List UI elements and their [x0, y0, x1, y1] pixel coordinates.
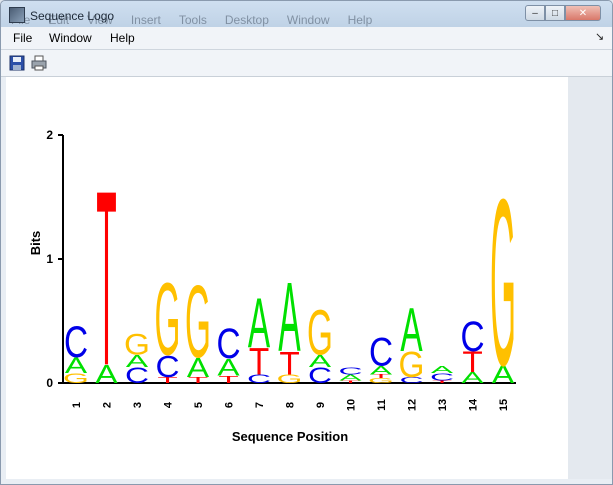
logo-letter-c: C	[399, 376, 423, 386]
x-tick-label: 6	[224, 402, 236, 408]
logo-letter-a: A	[187, 352, 210, 383]
x-tick-label: 1	[71, 402, 83, 408]
y-ticks: 0 1 2	[46, 128, 63, 390]
x-tick-label: 9	[315, 402, 327, 408]
x-tick-label: 7	[254, 402, 266, 408]
x-tick-label: 10	[346, 399, 358, 411]
logo-letter-t: T	[371, 373, 392, 379]
close-button[interactable]: ✕	[565, 5, 601, 21]
logo-letter-g: G	[490, 149, 516, 415]
sequence-logo-chart: Bits Sequence Position 012 1 2 3 4 5 6 7 8 9 10 11…	[28, 128, 516, 444]
ghost-menu-help: Help	[347, 13, 373, 27]
logo-letter-t: T	[188, 376, 209, 386]
y-axis-label: Bits	[28, 231, 43, 256]
logo-letter-g: G	[368, 377, 394, 385]
logo-letter-t: T	[218, 374, 238, 385]
logo-letter-g: G	[155, 263, 181, 377]
maximize-button[interactable]: □	[545, 5, 565, 21]
logo-letter-a: A	[400, 295, 423, 365]
menu-window[interactable]: Window	[49, 31, 92, 45]
logo-letter-g: G	[307, 297, 333, 368]
logo-letter-g: G	[124, 328, 150, 361]
logo-letter-c: C	[338, 366, 362, 377]
y-tick-label: 2	[46, 128, 53, 142]
ghost-menu-desktop: Desktop	[224, 13, 269, 27]
logo-letter-a: A	[309, 351, 332, 370]
logo-letter-a: A	[95, 360, 117, 389]
logo-letter-t: T	[96, 139, 116, 418]
logo-letter-c: C	[247, 372, 271, 385]
ghost-menu-tools: Tools	[178, 13, 207, 27]
x-tick-label: 5	[193, 402, 205, 408]
logo-letter-c: C	[155, 349, 179, 384]
title-bar[interactable]: FileEditViewInsertToolsDesktopWindowHelp…	[1, 1, 612, 27]
x-tick-label: 14	[468, 398, 480, 411]
minimize-button[interactable]: –	[525, 5, 545, 21]
logo-letter-t: T	[249, 340, 269, 382]
logo-letter-t: T	[279, 345, 299, 382]
menu-bar: File Window Help ↘	[1, 27, 612, 50]
logo-letter-c: C	[125, 363, 149, 388]
logo-letter-c: C	[430, 372, 454, 383]
app-icon	[9, 7, 25, 23]
logo-letter-c: C	[308, 363, 332, 388]
x-tick-label: 15	[498, 399, 510, 411]
x-tick-label: 12	[407, 399, 419, 411]
ghost-menu-bar: FileEditViewInsertToolsDesktopWindowHelp	[11, 13, 390, 27]
logo-letter-g: G	[277, 372, 303, 385]
logo-letter-g: G	[63, 371, 89, 386]
y-tick-label: 0	[46, 376, 53, 390]
menu-help[interactable]: Help	[110, 31, 135, 45]
ghost-menu-window: Window	[286, 13, 330, 27]
menu-file[interactable]: File	[13, 31, 33, 45]
x-tick-label: 8	[285, 402, 297, 408]
logo-letter-c: C	[460, 313, 484, 361]
logo-letter-c: C	[216, 320, 240, 368]
logo-letter-a: A	[278, 262, 300, 372]
print-icon[interactable]	[30, 54, 48, 72]
logo-letter-t: T	[157, 376, 178, 386]
x-tick-label: 13	[437, 399, 449, 411]
x-tick-label: 2	[102, 402, 114, 408]
logo-letter-c: C	[369, 330, 393, 374]
x-axis-label: Sequence Position	[232, 429, 348, 444]
logo-letter-a: A	[339, 373, 362, 383]
logo-letter-a: A	[126, 351, 149, 370]
logo-letter-t: T	[462, 346, 482, 379]
logo-letter-a: A	[431, 364, 454, 375]
logo-letter-a: A	[492, 360, 514, 389]
side-panel	[568, 77, 612, 479]
logo-letter-c: C	[64, 317, 88, 367]
y-tick-label: 1	[46, 252, 53, 266]
x-tick-label: 4	[163, 401, 175, 408]
ghost-menu-edit: Edit	[48, 13, 70, 27]
ghost-menu-view: View	[87, 13, 113, 27]
window-title: Sequence Logo	[30, 9, 115, 23]
logo-letter-a: A	[248, 283, 270, 362]
x-tick-label: 11	[376, 399, 388, 411]
save-icon[interactable]	[8, 54, 26, 72]
logo-letter-g: G	[185, 265, 211, 379]
logo-letter-t: T	[432, 380, 452, 384]
logo-letter-a: A	[461, 369, 484, 387]
logo-letter-g: G	[399, 346, 425, 386]
logo-letter-a: A	[217, 355, 240, 382]
logo-letter-a: A	[65, 353, 87, 378]
x-ticks: 1 2 3 4 5 6 7 8 9 10 11 12 13 14 15	[71, 398, 510, 411]
logo-letter-t: T	[340, 380, 360, 384]
logo-letter-a: A	[370, 364, 393, 377]
ghost-menu-insert: Insert	[130, 13, 161, 27]
x-tick-label: 3	[132, 402, 144, 408]
toolbar	[1, 50, 612, 77]
dock-arrow-icon[interactable]: ↘	[595, 31, 605, 43]
